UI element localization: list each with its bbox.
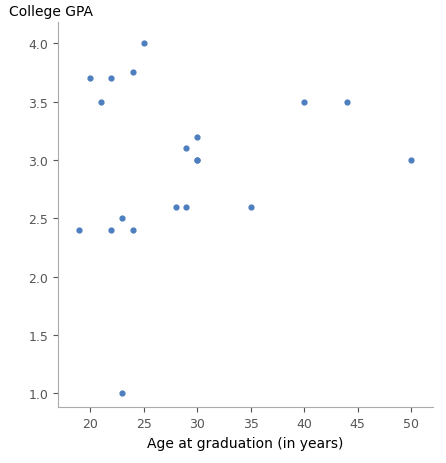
Point (194, 157, 201, 164)
Point (194, 133, 201, 141)
Point (119, 215, 126, 223)
Text: College GPA: College GPA (9, 6, 93, 19)
Point (408, 157, 415, 164)
Point (183, 145, 190, 153)
Point (129, 69, 136, 77)
X-axis label: Age at graduation (in years): Age at graduation (in years) (147, 436, 343, 450)
Point (172, 203, 179, 211)
Point (343, 99, 351, 106)
Point (247, 203, 254, 211)
Point (108, 75, 115, 83)
Point (183, 203, 190, 211)
Point (129, 227, 136, 234)
Point (76, 227, 83, 234)
Point (194, 157, 201, 164)
Point (119, 390, 126, 397)
Point (97, 99, 104, 106)
Point (301, 99, 308, 106)
Point (140, 40, 147, 48)
Point (87, 75, 94, 83)
Point (108, 227, 115, 234)
